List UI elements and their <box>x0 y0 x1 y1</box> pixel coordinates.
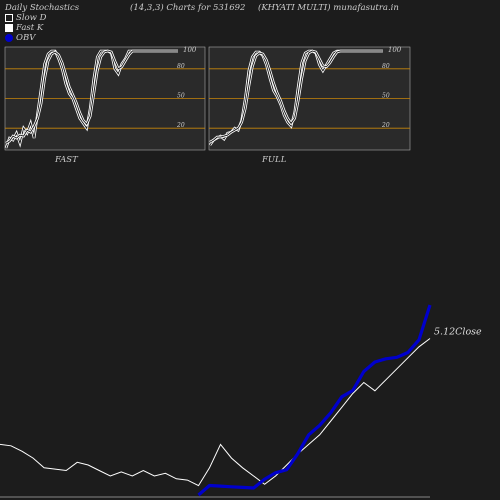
price-obv-panel: 5.12Close <box>0 304 482 498</box>
legend-obv: OBV <box>5 33 35 43</box>
obv-swatch-icon <box>5 34 13 42</box>
fast-panel-label: FAST <box>54 155 79 165</box>
fast-tick-label-50: 50 <box>177 93 185 100</box>
fast-series-1-core <box>5 50 178 144</box>
close-value-label: 5.12Close <box>434 327 482 338</box>
fast-tick-label-100: 100 <box>183 46 197 54</box>
chart-title: Daily Stochastics <box>5 3 80 13</box>
fast-stochastics-panel: 100 80 50 20 FAST <box>4 46 206 165</box>
fast-k-swatch-icon <box>5 24 13 32</box>
legend-fast-k: Fast K <box>5 23 43 33</box>
chart-company: (KHYATI MULTI) munafasutra.in <box>258 3 399 13</box>
full-series-1-core <box>209 50 383 143</box>
full-tick-label-80: 80 <box>382 63 390 70</box>
fast-tick-label-20: 20 <box>176 122 185 129</box>
legend-fast-k-label: Fast K <box>16 23 44 33</box>
legend-slow-d: Slow D <box>5 13 46 23</box>
close-line <box>0 338 431 487</box>
full-tick-label-100: 100 <box>388 46 402 54</box>
chart-params: (14,3,3) Charts for 531692 <box>130 3 246 13</box>
full-stochastics-panel: 100 80 50 20 FULL <box>208 46 411 165</box>
full-tick-label-50: 50 <box>382 93 390 100</box>
slow-d-swatch-icon <box>5 14 13 22</box>
full-panel-label: FULL <box>261 155 287 165</box>
obv-line <box>197 304 432 497</box>
fast-tick-label-80: 80 <box>177 63 185 70</box>
legend-obv-label: OBV <box>16 33 36 43</box>
full-tick-label-20: 20 <box>381 122 390 129</box>
legend-slow-d-label: Slow D <box>16 13 47 23</box>
